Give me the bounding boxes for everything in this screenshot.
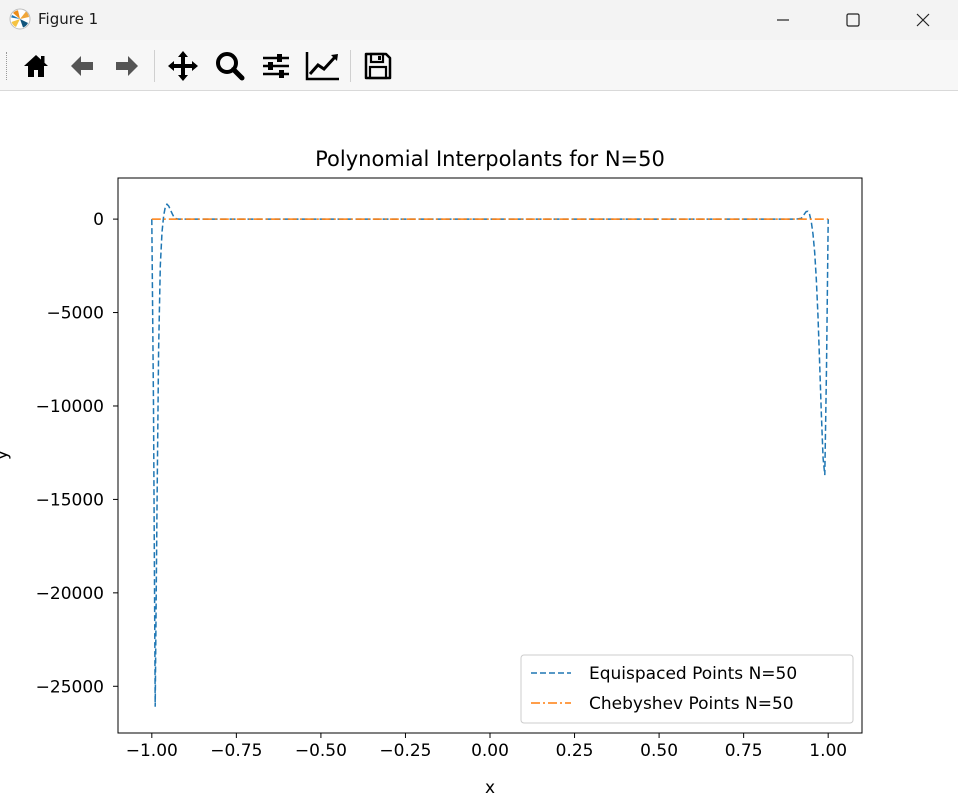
y-tick-label: −15000 xyxy=(36,490,104,510)
maximize-button[interactable] xyxy=(818,0,888,40)
close-icon xyxy=(916,13,930,27)
close-button[interactable] xyxy=(888,0,958,40)
navigation-toolbar xyxy=(0,40,958,91)
maximize-icon xyxy=(846,13,860,27)
matplotlib-logo-icon xyxy=(9,8,31,30)
legend: Equispaced Points N=50 Chebyshev Points N… xyxy=(520,654,854,724)
title-bar: Figure 1 xyxy=(0,0,958,40)
x-tick-label: −0.50 xyxy=(295,741,347,761)
save-icon xyxy=(364,52,392,80)
legend-box xyxy=(520,654,854,724)
y-tick-label: 0 xyxy=(93,210,104,230)
configure-subplots-icon xyxy=(263,54,289,78)
home-button[interactable] xyxy=(18,48,54,84)
save-button[interactable] xyxy=(360,48,396,84)
minimize-button[interactable] xyxy=(748,0,818,40)
forward-icon xyxy=(116,56,138,76)
back-icon xyxy=(71,56,93,76)
y-tick-label: −20000 xyxy=(36,584,104,604)
toolbar-separator xyxy=(350,50,351,82)
y-axis-label: y xyxy=(0,450,12,460)
pan-button[interactable] xyxy=(165,48,201,84)
pan-icon xyxy=(168,51,198,81)
legend-label: Chebyshev Points N=50 xyxy=(589,694,794,714)
x-tick-label: −0.75 xyxy=(210,741,262,761)
x-tick-label: −1.00 xyxy=(126,741,178,761)
back-button[interactable] xyxy=(64,48,100,84)
y-axis: 0 −5000 −10000 −15000 −20000 −25000 xyxy=(36,210,118,697)
x-axis-label: x xyxy=(485,778,495,798)
edit-axes-icon xyxy=(305,52,339,81)
x-tick-label: 0.00 xyxy=(471,741,509,761)
x-axis: −1.00 −0.75 −0.50 −0.25 0.00 0.25 0.50 0.75 1.00 xyxy=(126,733,847,761)
toolbar-separator xyxy=(154,50,155,82)
x-tick-label: 0.25 xyxy=(556,741,594,761)
y-tick-label: −25000 xyxy=(36,677,104,697)
configure-subplots-button[interactable] xyxy=(258,48,294,84)
window-title: Figure 1 xyxy=(38,10,99,28)
edit-axes-button[interactable] xyxy=(305,48,341,84)
chart-title: Polynomial Interpolants for N=50 xyxy=(315,147,665,171)
x-tick-label: −0.25 xyxy=(379,741,431,761)
y-tick-label: −10000 xyxy=(36,397,104,417)
series-line-0 xyxy=(151,202,829,707)
legend-label: Equispaced Points N=50 xyxy=(589,664,797,684)
x-tick-label: 1.00 xyxy=(809,741,847,761)
x-tick-label: 0.75 xyxy=(725,741,763,761)
minimize-icon xyxy=(777,19,789,21)
zoom-icon xyxy=(216,52,245,81)
home-icon xyxy=(24,55,48,77)
toolbar-grip xyxy=(6,52,10,80)
forward-button[interactable] xyxy=(109,48,145,84)
y-tick-label: −5000 xyxy=(46,304,104,324)
x-tick-label: 0.50 xyxy=(640,741,678,761)
figure-canvas: Polynomial Interpolants for N=50 −1.00 −0… xyxy=(0,91,958,808)
zoom-button[interactable] xyxy=(212,48,248,84)
